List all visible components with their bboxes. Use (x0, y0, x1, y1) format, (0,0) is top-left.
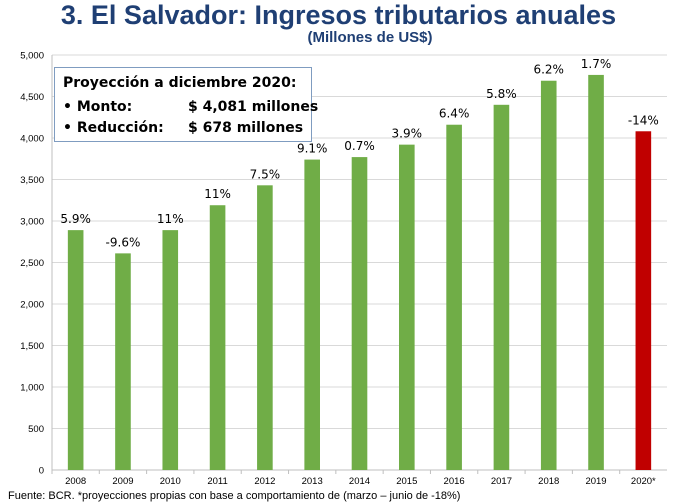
x-tick-label: 2014 (349, 476, 370, 487)
data-label: 6.4% (439, 107, 470, 121)
bar (351, 157, 368, 470)
projection-label: • Monto: (63, 99, 133, 115)
data-label: 3.9% (392, 127, 423, 141)
bar (162, 230, 179, 470)
projection-row-reduction: • Reducción: $ 678 millones (63, 118, 303, 139)
bar (67, 230, 84, 470)
bar (115, 253, 131, 470)
x-tick-label: 2015 (396, 476, 417, 487)
data-label: 5.8% (486, 87, 517, 101)
y-tick-label: 2,000 (20, 300, 44, 311)
x-tick-label: 2012 (254, 476, 275, 487)
x-tick-label: 2013 (302, 476, 323, 487)
y-tick-label: 4,500 (20, 92, 44, 103)
page-title: 3. El Salvador: Ingresos tributarios anu… (60, 0, 617, 30)
data-label: 11% (157, 212, 184, 226)
y-tick-label: 3,500 (20, 175, 44, 186)
projection-label: • Reducción: (63, 120, 164, 136)
data-label: 6.2% (533, 63, 564, 77)
x-tick-label: 2010 (160, 476, 181, 487)
y-tick-label: 500 (28, 424, 44, 435)
x-tick-label: 2009 (112, 476, 133, 487)
y-tick-label: 0 (39, 466, 44, 477)
data-label: 5.9% (60, 212, 91, 226)
y-tick-label: 5,000 (20, 51, 44, 62)
bar (635, 131, 652, 471)
x-tick-label: 2019 (585, 476, 606, 487)
bar (304, 159, 320, 470)
projection-value: $ 678 millones (188, 120, 304, 136)
x-tick-label: 2008 (65, 476, 86, 487)
projection-value: $ 4,081 millones (188, 99, 319, 115)
x-tick-label: 2016 (444, 476, 465, 487)
data-label: -14% (628, 113, 659, 127)
y-tick-label: 4,000 (20, 134, 44, 145)
bar (446, 124, 462, 470)
data-label: 9.1% (297, 142, 328, 156)
bar (209, 205, 226, 471)
x-tick-label: 2018 (538, 476, 559, 487)
bar (399, 144, 415, 470)
data-label: 1.7% (581, 57, 612, 71)
data-label: -9.6% (106, 235, 141, 249)
data-label: 7.5% (250, 167, 281, 181)
bar (588, 74, 604, 471)
x-tick-label: 2011 (207, 476, 227, 487)
y-tick-label: 1,000 (20, 383, 44, 394)
y-tick-label: 3,000 (20, 217, 44, 228)
x-tick-label: 2020* (631, 476, 656, 487)
projection-heading: Proyección a diciembre 2020: (63, 75, 297, 91)
bar (493, 104, 510, 471)
y-tick-label: 1,500 (20, 341, 44, 352)
projection-row-amount: • Monto: $ 4,081 millones (63, 97, 318, 118)
source-footnote: Fuente: BCR. *proyecciones propias con b… (8, 490, 461, 502)
projection-info-box: Proyección a diciembre 2020: • Monto: $ … (54, 67, 318, 142)
bar (540, 80, 557, 470)
bar (257, 185, 273, 470)
data-label: 0.7% (344, 139, 375, 153)
y-tick-label: 2,500 (20, 258, 44, 269)
x-tick-label: 2017 (491, 476, 512, 487)
page-subtitle: (Millones de US$) (307, 29, 433, 46)
data-label: 11% (204, 187, 231, 201)
